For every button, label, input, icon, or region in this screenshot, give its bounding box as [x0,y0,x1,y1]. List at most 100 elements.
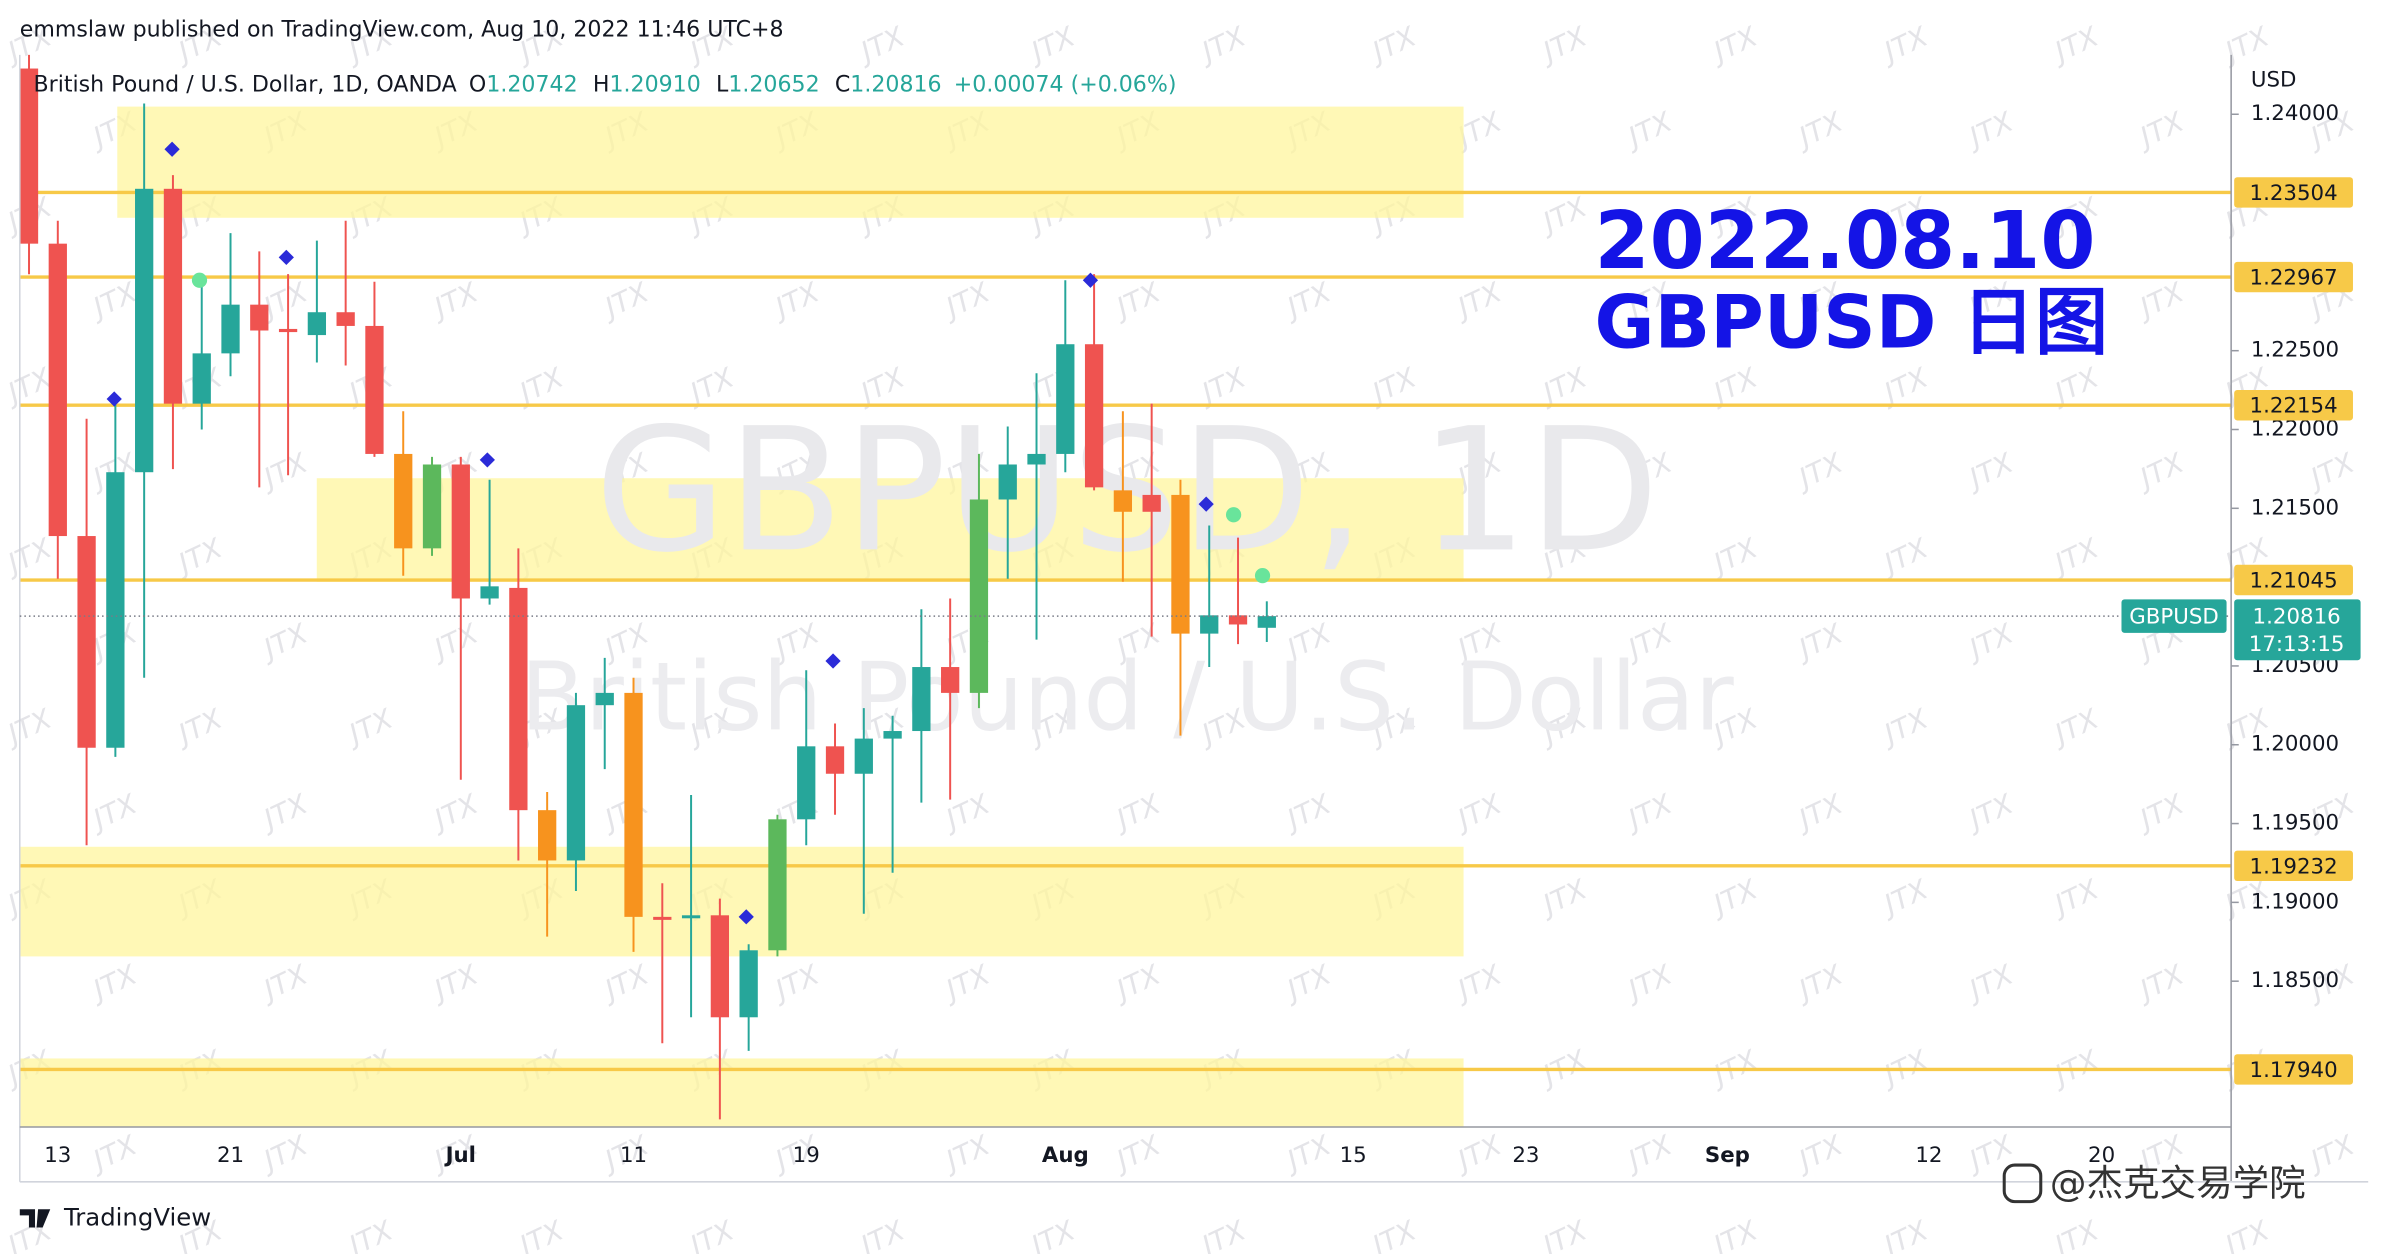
y-tick-label: 1.18500 [2251,968,2339,993]
dot-marker [191,272,208,288]
jtx-watermark: JTX [0,703,57,752]
jtx-watermark: JTX [1534,874,1592,923]
jtx-watermark: JTX [511,1215,569,1254]
x-tick-label: 21 [217,1143,244,1168]
x-tick-label: 19 [793,1143,820,1168]
jtx-watermark: JTX [1023,21,1081,70]
level-label: 1.19232 [2250,854,2338,879]
jtx-watermark: JTX [1961,447,2019,496]
dot-marker [1254,568,1271,584]
candle-body [681,915,701,919]
jtx-watermark: JTX [767,277,825,326]
levels [19,190,2232,1072]
jtx-watermark: JTX [1278,959,1336,1008]
jtx-watermark: JTX [2131,277,2189,326]
jtx-watermark: JTX [1961,106,2019,155]
jtx-watermark: JTX [1705,1215,1763,1254]
jtx-watermark: JTX [255,447,313,496]
jtx-watermark: JTX [2131,106,2189,155]
jtx-watermark: JTX [681,1215,739,1254]
candle-body [739,950,758,1018]
jtx-watermark: JTX [1875,874,1933,923]
jtx-watermark: JTX [1620,959,1678,1008]
jtx-watermark: JTX [170,703,228,752]
annotation-title: GBPUSD 日图 [1595,280,2109,365]
candle-body [1056,344,1075,454]
jtx-watermark: JTX [1449,789,1507,838]
legend-prefix: C [835,72,850,97]
legend-prefix: L [716,72,729,97]
jtx-watermark: JTX [1705,533,1763,582]
jtx-watermark: JTX [1790,959,1848,1008]
jtx-watermark: JTX [2046,21,2104,70]
jtx-watermark: JTX [84,789,142,838]
currency-label: USD [2251,68,2297,93]
zone [316,478,1464,582]
jtx-watermark: JTX [596,277,654,326]
candle-body [969,499,989,693]
jtx-watermark: JTX [2131,789,2189,838]
candle-body [163,188,183,404]
x-tick-label: 13 [44,1143,71,1168]
diamond-marker [106,391,122,407]
y-tick-label: 1.19500 [2251,811,2339,836]
level-label: 1.17940 [2250,1058,2338,1083]
jtx-watermark: JTX [1108,959,1166,1008]
candle-body [77,536,96,748]
y-tick-label: 1.20000 [2251,732,2339,757]
diamond-marker [278,249,294,265]
jtx-watermark: JTX [1278,277,1336,326]
candle-body [883,731,902,739]
jtx-watermark: JTX [340,703,398,752]
jtx-watermark: JTX [1449,959,1507,1008]
jtx-watermark: JTX [1620,106,1678,155]
candle-body [941,667,960,693]
legend-value: 1.20742 [486,72,577,97]
jtx-watermark: JTX [1875,533,1933,582]
legend-prefix: O [469,72,486,97]
jtx-watermark: JTX [1023,1215,1081,1254]
candle-body [912,667,931,732]
level-label-box [2234,177,2353,208]
legend-value: 1.20910 [609,72,700,97]
symbol-tag-box [2121,599,2227,633]
x-tick-label: Jul [444,1143,476,1168]
level-label: 1.23504 [2250,181,2338,206]
candle-body [135,188,154,473]
jtx-watermark: JTX [596,959,654,1008]
logo-text: TradingView [63,1202,211,1231]
jtx-watermark: JTX [852,1215,910,1254]
jtx-watermark: JTX [937,959,995,1008]
jtx-watermark: JTX [170,533,228,582]
jtx-watermark: JTX [2131,959,2189,1008]
jtx-watermark: JTX [1961,959,2019,1008]
candle-body [307,312,327,336]
candle-body [336,312,355,326]
jtx-watermark: JTX [2217,21,2275,70]
jtx-watermark: JTX [2046,533,2104,582]
candle-body [624,692,643,917]
jtx-watermark: JTX [1790,106,1848,155]
candle-body [825,746,845,774]
jtx-watermark: JTX [84,1130,142,1179]
jtx-watermark: JTX [1961,789,2019,838]
candle-body [365,325,384,454]
diamond-marker [1082,272,1099,288]
x-tick-label: 12 [1915,1143,1942,1168]
jtx-watermark: JTX [1875,21,1933,70]
zone [117,106,1464,218]
price-box [2234,599,2361,661]
candle-body [48,243,67,537]
candle-body [998,464,1017,500]
candle-body [1142,494,1161,512]
legend-value: 1.20652 [728,72,819,97]
jtx-watermark: JTX [1534,21,1592,70]
jtx-watermark: JTX [767,959,825,1008]
jtx-watermark: JTX [1108,277,1166,326]
jtx-watermark: JTX [2217,1215,2275,1254]
legend-line: British Pound / U.S. Dollar, 1D, OANDA O1… [34,72,1177,97]
candle-body [710,915,730,1018]
candle-body [19,68,39,244]
jtx-watermark: JTX [426,789,484,838]
name-watermark: British Pound / U.S. Dollar [520,642,1734,752]
